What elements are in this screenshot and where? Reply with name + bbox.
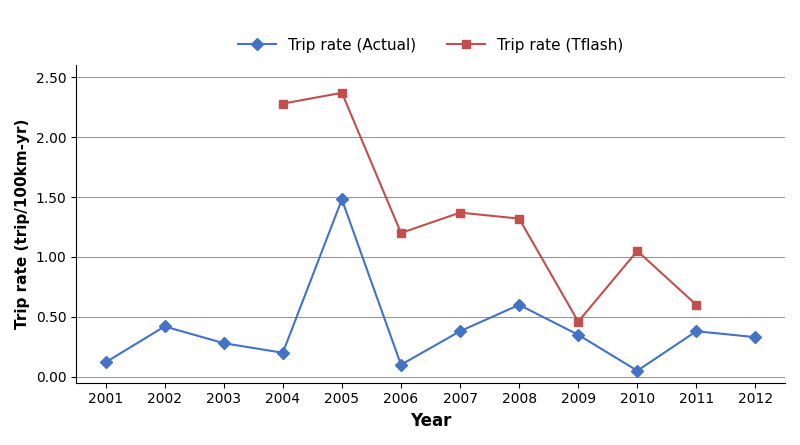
Legend: Trip rate (Actual), Trip rate (Tflash): Trip rate (Actual), Trip rate (Tflash) xyxy=(231,32,630,59)
Y-axis label: Trip rate (trip/100km-yr): Trip rate (trip/100km-yr) xyxy=(15,119,30,329)
X-axis label: Year: Year xyxy=(410,412,451,430)
